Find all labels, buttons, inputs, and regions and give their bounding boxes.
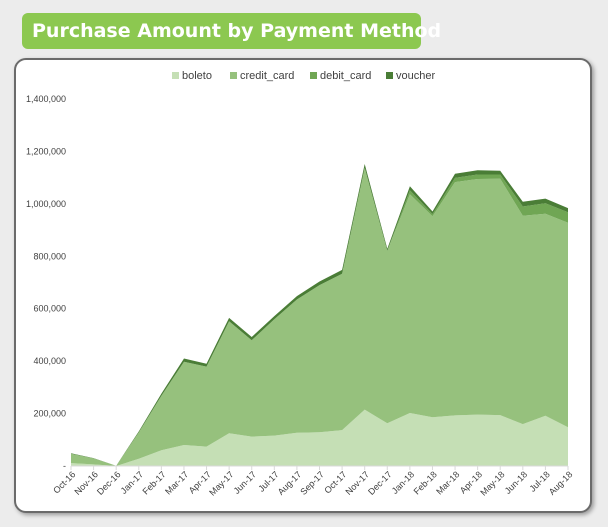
y-tick-label: 400,000 [33,356,66,366]
y-tick-label: 1,000,000 [26,199,66,209]
area-series-group [71,164,568,466]
y-tick-label: 200,000 [33,409,66,419]
area-credit-card [71,167,568,466]
x-tick-label: Feb-18 [412,469,439,496]
y-tick-label: 800,000 [33,251,66,261]
x-tick-label: Aug-17 [276,469,304,497]
x-tick-label: Dec-17 [366,469,394,497]
x-tick-label: Jan-18 [390,469,417,496]
x-tick-label: Mar-17 [163,469,190,496]
legend-swatch-credit-card [230,72,237,79]
x-tick-label: Aug-18 [547,469,575,497]
x-tick-label: May-18 [478,469,506,497]
legend-label: credit_card [240,70,294,82]
y-tick-label: 1,400,000 [26,94,66,104]
x-tick-label: Jun-18 [503,469,530,496]
x-tick-label: Jun-17 [232,469,259,496]
x-tick-label: Dec-16 [95,469,123,497]
x-tick-label: Nov-16 [72,469,100,497]
x-axis: Oct-16Nov-16Dec-16Jan-17Feb-17Mar-17Apr-… [51,465,575,498]
area-boleto [71,409,568,466]
legend-label: boleto [182,70,212,82]
legend-swatch-voucher [386,72,393,79]
y-tick-label: - [63,461,66,471]
y-tick-label: 1,200,000 [26,146,66,156]
legend-label: debit_card [320,70,371,82]
y-tick-label: 600,000 [33,304,66,314]
chart-title: Purchase Amount by Payment Method [22,13,441,49]
y-axis: - 200,000 400,000 600,000 800,000 1,000,000 1,… [26,94,66,471]
legend-swatch-boleto [172,72,179,79]
x-tick-label: Jan-17 [119,469,146,496]
x-tick-label: Sep-17 [298,469,326,497]
x-tick-label: Nov-17 [344,469,372,497]
legend: boleto credit_card debit_card voucher [172,70,435,82]
x-tick-label: Mar-18 [434,469,461,496]
legend-swatch-debit-card [310,72,317,79]
legend-label: voucher [396,70,435,82]
x-tick-label: Feb-17 [141,469,168,496]
x-tick-label: May-17 [207,469,235,497]
